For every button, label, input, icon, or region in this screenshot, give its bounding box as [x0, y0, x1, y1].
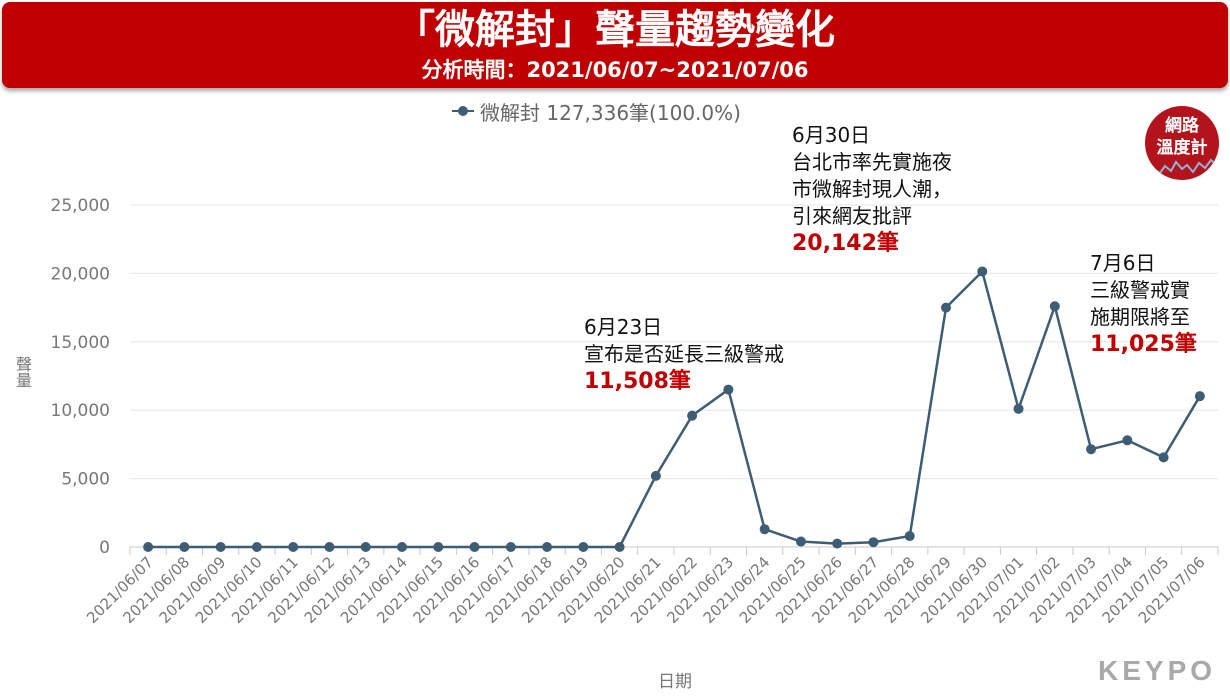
annotation-line: 三級警戒實: [1090, 278, 1190, 302]
legend-label: 微解封 127,336筆(100.0%): [480, 100, 741, 125]
badge-line-1: 網路: [1165, 116, 1199, 136]
y-tick-label: 15,000: [51, 333, 110, 353]
data-point[interactable]: [179, 542, 190, 552]
annotation-line: 宣布是否延長三級警戒: [584, 342, 784, 366]
annotation-value: 11,025筆: [1090, 332, 1197, 357]
data-point[interactable]: [578, 542, 589, 552]
data-point[interactable]: [143, 542, 154, 552]
data-point[interactable]: [687, 410, 698, 421]
chart-subtitle: 分析時間：2021/06/07~2021/07/06: [421, 58, 809, 82]
wave-icon: [1148, 158, 1218, 175]
annotation-line: 市微解封現人潮，: [792, 177, 952, 201]
annotation-value: 20,142筆: [792, 231, 899, 256]
annotation-0623: 6月23日 宣布是否延長三級警戒 11,508筆: [584, 314, 784, 395]
data-point[interactable]: [723, 384, 734, 395]
data-point[interactable]: [505, 542, 516, 552]
badge-line-2: 溫度計: [1156, 138, 1208, 158]
data-point[interactable]: [469, 542, 480, 552]
series-line: [148, 270, 1201, 549]
y-tick-label: 20,000: [51, 264, 110, 284]
data-point[interactable]: [795, 536, 806, 547]
annotation-line: 引來網友批評: [792, 204, 912, 228]
data-point[interactable]: [324, 542, 335, 552]
title-banner: 「微解封」聲量趨勢變化 分析時間：2021/06/07~2021/07/06: [2, 2, 1228, 88]
data-point[interactable]: [433, 542, 444, 552]
data-point[interactable]: [1086, 444, 1097, 455]
x-axis-title: 日期: [658, 672, 692, 692]
data-point[interactable]: [614, 542, 625, 552]
data-point[interactable]: [1158, 452, 1169, 463]
data-point[interactable]: [360, 542, 371, 552]
annotation-value: 11,508筆: [584, 369, 691, 394]
y-tick-label: 5,000: [61, 470, 110, 490]
annotation-line: 6月30日: [792, 123, 871, 147]
annotation-0706: 7月6日 三級警戒實 施期限將至 11,025筆: [1090, 250, 1197, 358]
thermometer-badge: 網路 溫度計: [1145, 106, 1219, 180]
annotation-line: 台北市率先實施夜: [792, 150, 952, 174]
data-point[interactable]: [542, 542, 553, 552]
data-point[interactable]: [904, 531, 915, 542]
data-point[interactable]: [650, 470, 661, 481]
data-point[interactable]: [868, 537, 879, 548]
data-point[interactable]: [977, 266, 988, 277]
y-tick-label: 10,000: [51, 401, 110, 421]
chart-title: 「微解封」聲量趨勢變化: [395, 7, 835, 53]
legend-marker-icon: [452, 105, 474, 117]
y-tick-label: 25,000: [51, 196, 110, 216]
annotation-line: 6月23日: [584, 315, 663, 339]
annotation-0630: 6月30日 台北市率先實施夜 市微解封現人潮， 引來網友批評 20,142筆: [792, 122, 952, 257]
data-point[interactable]: [397, 542, 407, 552]
annotation-line: 施期限將至: [1090, 305, 1190, 329]
data-point[interactable]: [1013, 403, 1024, 414]
legend[interactable]: 微解封 127,336筆(100.0%): [452, 98, 741, 125]
y-tick-label: 0: [99, 538, 110, 558]
y-axis-title: 聲量: [13, 356, 32, 388]
annotation-line: 7月6日: [1090, 251, 1156, 275]
data-point[interactable]: [251, 542, 262, 552]
data-point[interactable]: [759, 524, 770, 535]
keypo-logo: KEYPO: [1098, 655, 1217, 686]
data-point[interactable]: [832, 538, 843, 549]
data-point[interactable]: [1122, 435, 1133, 446]
data-point[interactable]: [215, 542, 226, 552]
data-point[interactable]: [288, 542, 299, 552]
data-point[interactable]: [1049, 301, 1060, 312]
data-point[interactable]: [1194, 391, 1205, 402]
data-point[interactable]: [941, 302, 951, 313]
